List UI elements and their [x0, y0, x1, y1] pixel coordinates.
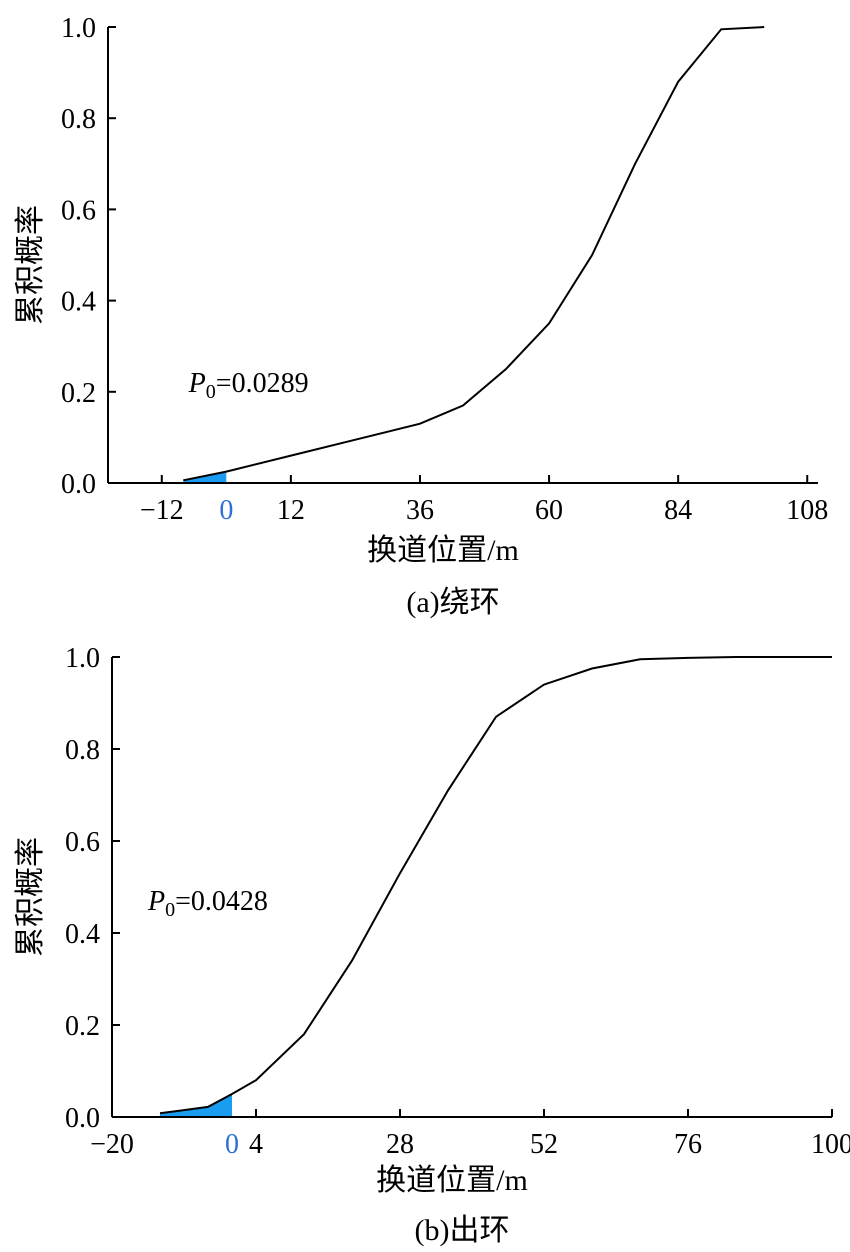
y-tick-label: 0.6 — [65, 827, 100, 858]
y-tick-label: 0.8 — [61, 104, 96, 135]
tick-marks — [108, 26, 809, 484]
panel-caption: (a)绕环 — [406, 586, 499, 619]
panel-caption: (b)出环 — [415, 1214, 510, 1247]
x-tick-label: −20 — [90, 1129, 134, 1160]
x-axis-title: 换道位置/m — [367, 534, 519, 567]
x-tick-label: 0 — [219, 495, 233, 526]
panel-a: −12 0 12 36 60 84 108 0.0 0.2 0.4 0.6 0.8 1.0 P0=0.… — [14, 13, 828, 619]
x-tick-label: 36 — [406, 495, 434, 526]
annotation-p0: P0=0.0428 — [147, 886, 268, 921]
y-tick-label: 1.0 — [65, 643, 100, 674]
y-tick-label: 0.4 — [61, 287, 96, 318]
panel-b: −20 0 4 28 52 76 100 0.0 0.2 0.4 0.6 0.8 1.0 P0=0.0… — [14, 643, 850, 1247]
x-tick-label: 28 — [386, 1129, 414, 1160]
x-tick-label: 12 — [277, 495, 305, 526]
x-tick-label: 84 — [664, 495, 692, 526]
annotation-p0: P0=0.0289 — [188, 368, 309, 403]
x-axis-title: 换道位置/m — [376, 1164, 528, 1197]
y-tick-labels: 0.0 0.2 0.4 0.6 0.8 1.0 — [65, 643, 100, 1134]
x-tick-label: 108 — [786, 495, 828, 526]
x-tick-label: 0 — [225, 1129, 239, 1160]
x-tick-label: −12 — [140, 495, 184, 526]
x-tick-label: 76 — [674, 1129, 702, 1160]
y-tick-label: 0.2 — [61, 378, 96, 409]
x-tick-labels: −12 0 12 36 60 84 108 — [140, 495, 828, 526]
cdf-line — [183, 26, 765, 482]
y-tick-labels: 0.0 0.2 0.4 0.6 0.8 1.0 — [61, 13, 96, 500]
x-tick-label: 60 — [535, 495, 563, 526]
y-axis-title: 累积概率 — [14, 205, 47, 325]
y-tick-label: 0.8 — [65, 735, 100, 766]
y-axis-title: 累积概率 — [14, 837, 47, 957]
x-tick-label: 100 — [811, 1129, 850, 1160]
y-tick-label: 0.0 — [65, 1103, 100, 1134]
y-tick-label: 1.0 — [61, 13, 96, 44]
y-tick-label: 0.0 — [61, 469, 96, 500]
x-tick-label: 52 — [530, 1129, 558, 1160]
y-tick-label: 0.4 — [65, 919, 100, 950]
cdf-line — [159, 656, 832, 1115]
y-tick-label: 0.6 — [61, 195, 96, 226]
x-tick-labels: −20 0 4 28 52 76 100 — [90, 1129, 850, 1160]
y-tick-label: 0.2 — [65, 1011, 100, 1042]
cdf-fill-area — [160, 1094, 232, 1117]
x-tick-label: 4 — [249, 1129, 263, 1160]
